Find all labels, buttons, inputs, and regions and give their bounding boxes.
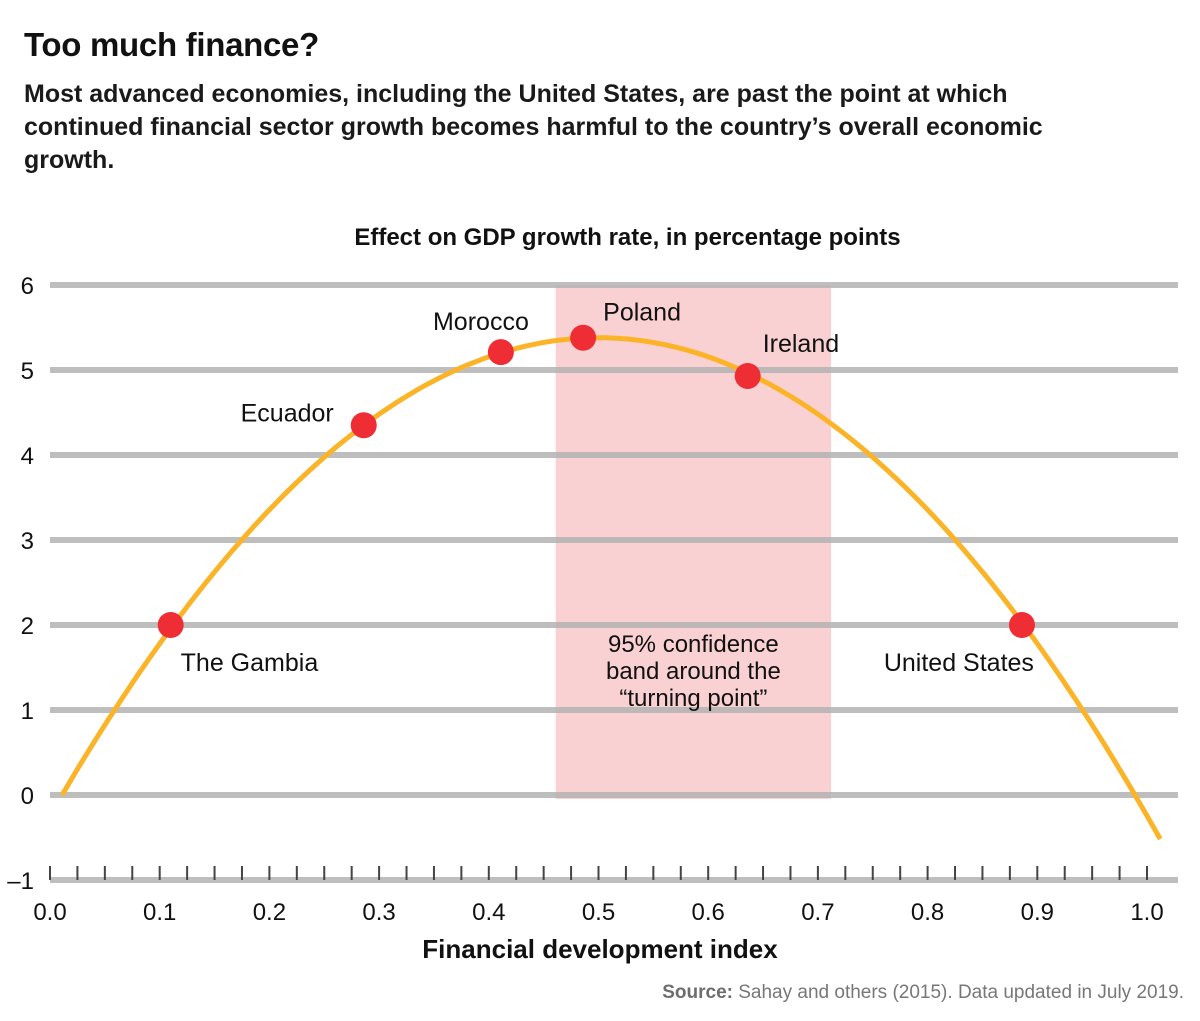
band-label-line: “turning point” bbox=[619, 685, 767, 712]
point-the-gambia bbox=[157, 612, 184, 638]
x-tick-label: 0.5 bbox=[582, 899, 615, 926]
chart-title: Effect on GDP growth rate, in percentage… bbox=[354, 224, 901, 251]
chart-subtitle: Most advanced economies, including the U… bbox=[24, 80, 1043, 174]
x-tick-label: 0.9 bbox=[1021, 899, 1054, 926]
source-label: Source: bbox=[662, 982, 733, 1003]
point-label-poland: Poland bbox=[603, 299, 681, 327]
x-tick-label: 1.0 bbox=[1130, 899, 1163, 926]
gridline-neg1 bbox=[50, 877, 1178, 883]
point-label-united-states: United States bbox=[884, 649, 1034, 677]
points-layer bbox=[157, 324, 1035, 638]
gridline-2 bbox=[50, 622, 1178, 628]
gridline-3 bbox=[50, 537, 1178, 543]
y-tick-label: 1 bbox=[21, 698, 34, 725]
point-united-states bbox=[1008, 612, 1035, 638]
gridline-4 bbox=[50, 452, 1178, 458]
x-tick-label: 0.1 bbox=[143, 899, 176, 926]
y-tick-label: –1 bbox=[7, 868, 34, 895]
point-label-morocco: Morocco bbox=[433, 308, 529, 336]
y-tick-label: 4 bbox=[21, 443, 34, 470]
y-tick-label: 6 bbox=[21, 273, 34, 300]
chart-headline: Too much finance? bbox=[24, 26, 319, 63]
y-tick-label: 5 bbox=[21, 358, 34, 385]
gridline-6 bbox=[50, 282, 1178, 288]
x-axis-ticks bbox=[49, 866, 1148, 880]
gridlines-layer bbox=[50, 282, 1178, 883]
gridline-5 bbox=[50, 367, 1178, 373]
point-label-the-gambia: The Gambia bbox=[181, 649, 319, 677]
gdp-effect-curve bbox=[59, 335, 1163, 841]
band-label-line: 95% confidence bbox=[608, 631, 779, 658]
x-tick-label: 0.4 bbox=[472, 899, 505, 926]
gridline-0 bbox=[50, 792, 1178, 798]
x-tick-label: 0.0 bbox=[33, 899, 66, 926]
point-morocco bbox=[487, 339, 514, 366]
point-labels-layer: The Gambia Ecuador Morocco Poland Ireland Uni… bbox=[181, 299, 1034, 677]
point-label-ireland: Ireland bbox=[763, 330, 839, 358]
source-note: Source: Sahay and others (2015). Data up… bbox=[662, 982, 1184, 1004]
y-axis-labels: 6 5 4 3 2 1 0 –1 bbox=[7, 273, 34, 895]
x-axis-title: Financial development index bbox=[422, 934, 778, 964]
curve-layer bbox=[59, 335, 1163, 841]
x-tick-label: 0.3 bbox=[362, 899, 395, 926]
y-tick-label: 2 bbox=[21, 613, 34, 640]
point-ecuador bbox=[350, 412, 377, 439]
y-tick-label: 3 bbox=[21, 528, 34, 555]
x-tick-label: 0.2 bbox=[253, 899, 286, 926]
point-label-ecuador: Ecuador bbox=[241, 399, 334, 427]
point-ireland bbox=[734, 362, 761, 389]
point-poland bbox=[570, 324, 597, 351]
x-tick-label: 0.6 bbox=[692, 899, 725, 926]
x-tick-label: 0.7 bbox=[801, 899, 834, 926]
x-axis-labels: 0.0 0.1 0.2 0.3 0.4 0.5 0.6 0.7 0.8 0.9 1.0 bbox=[33, 899, 1163, 926]
y-tick-label: 0 bbox=[21, 783, 34, 810]
x-tick-label: 0.8 bbox=[911, 899, 944, 926]
band-label-line: band around the bbox=[606, 658, 781, 685]
gridline-1 bbox=[50, 707, 1178, 713]
source-text: Sahay and others (2015). Data updated in… bbox=[732, 982, 1184, 1003]
